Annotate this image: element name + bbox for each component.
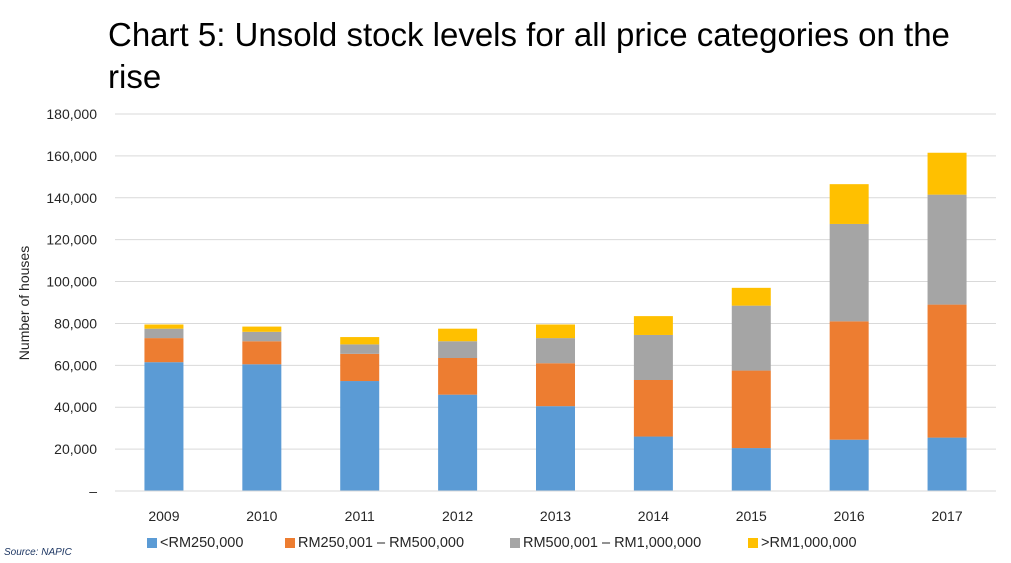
bar-segment [242,341,282,365]
bar-segment [340,344,380,354]
x-tick-label: 2009 [148,508,179,524]
x-tick-label: 2017 [931,508,962,524]
source-note: Source: NAPIC [4,547,72,558]
legend-swatch [285,538,295,548]
bar-segment [536,363,575,407]
bar-segment [731,370,771,449]
bar-segment [731,448,771,491]
legend-label: RM500,001 – RM1,000,000 [523,535,702,551]
y-tick-label: 20,000 [54,441,97,457]
bar-segment [144,338,184,363]
bar-segment [144,324,184,329]
bar-segment [340,381,380,491]
bar-segment [829,321,869,440]
y-tick-label: 140,000 [46,190,97,206]
bar-segment [242,326,282,332]
legend-item: RM250,001 – RM500,000 [285,535,464,551]
bar-segment [242,364,282,491]
bar-segment [340,337,380,345]
bar-segment [633,436,673,491]
bar-segment [829,184,869,224]
bar-segment [927,152,967,195]
y-tick-label: 160,000 [46,148,97,164]
y-tick-label: 180,000 [46,106,97,122]
bar-segment [829,439,869,491]
x-tick-label: 2015 [736,508,767,524]
bar-segment [438,341,478,359]
chart-legend: <RM250,000 RM250,001 – RM500,000 RM500,001… [0,535,1011,555]
legend-label: RM250,001 – RM500,000 [298,535,465,551]
y-axis-label: Number of houses [16,246,32,360]
x-tick-label: 2016 [834,508,865,524]
bar-segment [633,334,673,380]
x-tick-label: 2014 [638,508,669,524]
chart-title: Chart 5: Unsold stock levels for all pri… [108,16,950,95]
x-axis-ticks: 2009 2010 2011 2012 2013 2014 2015 2016 2017 [148,508,962,524]
bar-segment [829,223,869,322]
bar-segment [340,353,380,382]
legend-item: <RM250,000 [147,535,243,551]
bar-segment [242,331,282,342]
bar-segment [144,328,184,339]
legend-label: <RM250,000 [160,535,244,551]
x-tick-label: 2013 [540,508,571,524]
legend-item: RM500,001 – RM1,000,000 [510,535,701,551]
bar-segment [438,394,478,491]
y-tick-label: 60,000 [54,357,97,373]
bar-segment [927,437,967,491]
y-axis-ticks: – 20,000 40,000 60,000 80,000 100,000 120,000 1… [46,106,97,499]
y-tick-label: 120,000 [46,232,97,248]
legend-item: >RM1,000,000 [748,535,857,551]
bar-segment [927,304,967,438]
bar-segment [536,406,575,491]
bar-segment [438,328,478,342]
x-tick-label: 2010 [246,508,277,524]
legend-swatch [510,538,520,548]
bar-segment [927,194,967,305]
y-tick-label: – [89,483,97,499]
bar-segment [731,287,771,306]
bar-segment [536,324,575,339]
bar-segment [731,305,771,371]
y-tick-label: 80,000 [54,315,97,331]
legend-swatch [748,538,758,548]
bar-segment [536,338,575,364]
legend-label: >RM1,000,000 [761,535,857,551]
x-tick-label: 2011 [345,508,375,524]
bar-segment [633,379,673,437]
bar-segment [438,358,478,395]
bar-segment [633,316,673,335]
bar-segment [144,362,184,491]
bars [144,152,967,491]
y-tick-label: 40,000 [54,399,97,415]
y-tick-label: 100,000 [46,274,97,290]
legend-swatch [147,538,157,548]
x-tick-label: 2012 [442,508,473,524]
